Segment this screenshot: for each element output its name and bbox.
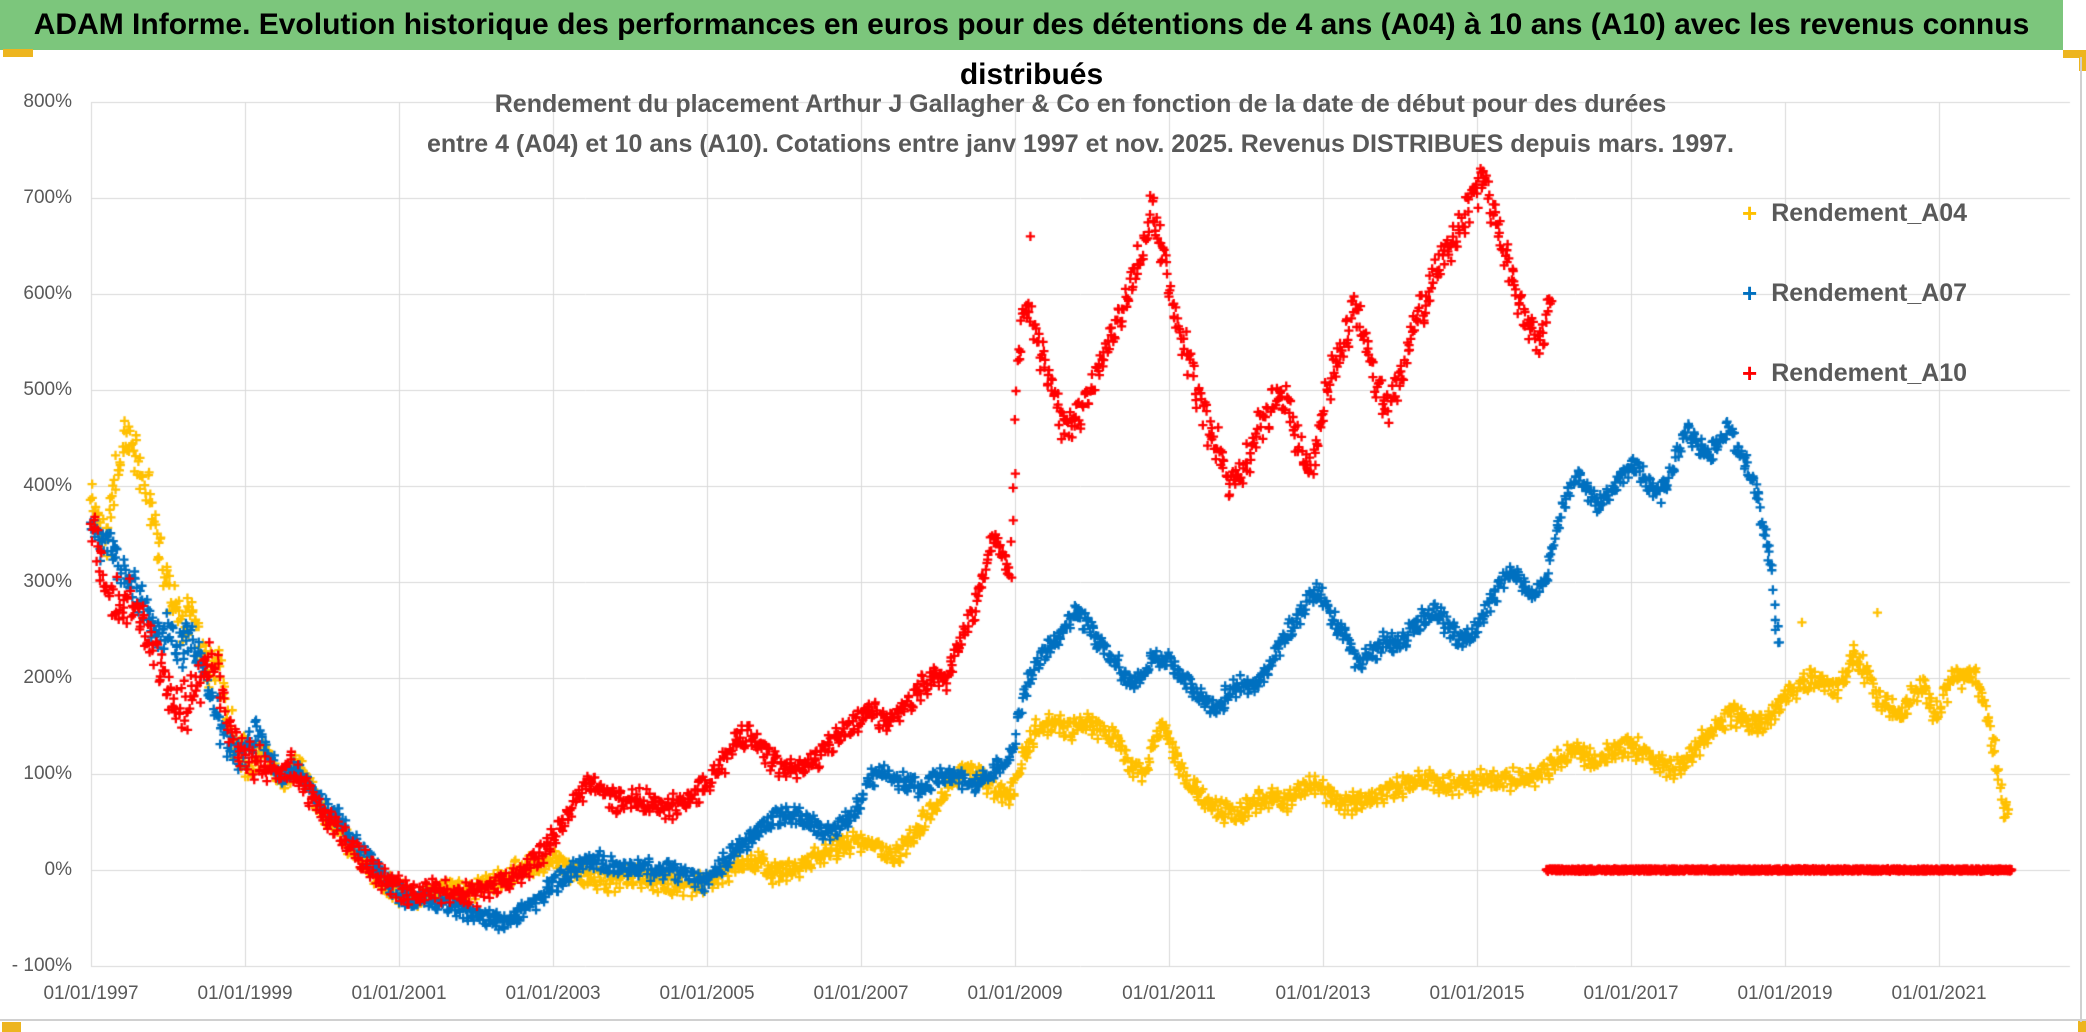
- y-tick-label: 800%: [23, 91, 72, 112]
- y-tick-label: - 100%: [11, 955, 72, 976]
- y-tick-label: 500%: [23, 379, 72, 400]
- plus-marker-icon: +: [1742, 278, 1758, 308]
- chart-title-line1: Rendement du placement Arthur J Gallaghe…: [494, 90, 1667, 118]
- plus-marker-icon: +: [1742, 358, 1758, 388]
- y-tick-label: 600%: [23, 283, 72, 304]
- x-tick-label: 01/01/2009: [967, 983, 1063, 1004]
- legend-label: Rendement_A04: [1771, 199, 1968, 227]
- x-tick-label: 01/01/2001: [351, 983, 447, 1004]
- x-tick-label: 01/01/2005: [659, 983, 755, 1004]
- x-tick-label: 01/01/2013: [1275, 983, 1371, 1004]
- y-tick-label: 200%: [23, 667, 72, 688]
- y-tick-label: 300%: [23, 571, 72, 592]
- legend-label: Rendement_A10: [1771, 359, 1968, 387]
- x-tick-label: 01/01/2021: [1891, 983, 1987, 1004]
- x-tick-label: 01/01/2019: [1737, 983, 1833, 1004]
- y-tick-label: 0%: [44, 859, 72, 880]
- legend-item-A07[interactable]: + Rendement_A07: [1742, 278, 1967, 309]
- plus-marker-icon: +: [1742, 198, 1758, 228]
- y-tick-label: 700%: [23, 187, 72, 208]
- chart-title: Rendement du placement Arthur J Gallaghe…: [91, 84, 2070, 164]
- y-tick-label: 400%: [23, 475, 72, 496]
- x-tick-label: 01/01/1997: [43, 983, 139, 1004]
- legend-item-A04[interactable]: + Rendement_A04: [1742, 198, 1967, 229]
- legend-label: Rendement_A07: [1771, 279, 1968, 307]
- x-tick-label: 01/01/2017: [1583, 983, 1679, 1004]
- x-tick-label: 01/01/2007: [813, 983, 909, 1004]
- chart-title-line2: entre 4 (A04) et 10 ans (A10). Cotations…: [427, 130, 1734, 158]
- y-tick-label: 100%: [23, 763, 72, 784]
- x-tick-label: 01/01/2011: [1122, 983, 1216, 1004]
- x-tick-label: 01/01/1999: [197, 983, 293, 1004]
- x-tick-label: 01/01/2015: [1429, 983, 1525, 1004]
- x-tick-label: 01/01/2003: [505, 983, 601, 1004]
- legend-item-A10[interactable]: + Rendement_A10: [1742, 358, 1967, 389]
